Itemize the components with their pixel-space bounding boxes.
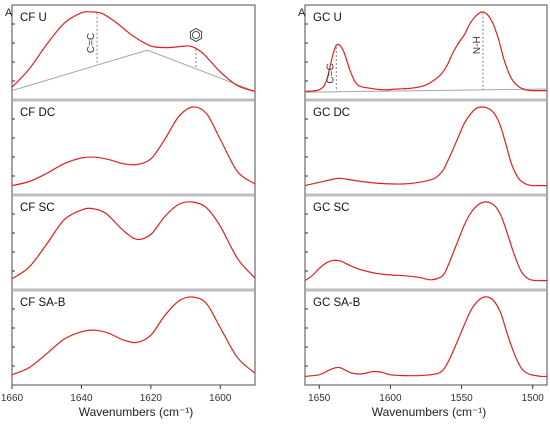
cf-sc-panel-label: CF SC bbox=[20, 202, 55, 214]
left-x-tick-label-1640: 1640 bbox=[70, 393, 93, 404]
cf-sc-spectrum-line bbox=[11, 201, 256, 280]
n-h-annotation: N-H bbox=[472, 36, 483, 54]
left-y-axis-label: A bbox=[5, 7, 13, 19]
gc-dc-panel-label: GC DC bbox=[313, 107, 350, 119]
gc-sc-spectrum-line bbox=[304, 201, 547, 282]
left-plot-frame bbox=[11, 4, 256, 386]
gc-u-baseline bbox=[304, 88, 548, 93]
gc-sc-panel-label: GC SC bbox=[313, 202, 349, 214]
c-c-annotation: C=C bbox=[86, 33, 97, 53]
cf-u-baseline bbox=[11, 49, 256, 92]
gc-dc-spectrum-line bbox=[304, 106, 547, 187]
left-x-tick-label-1620: 1620 bbox=[140, 393, 163, 404]
right-x-tick-label-1550: 1550 bbox=[450, 393, 473, 404]
left-x-tick-label-1600: 1600 bbox=[209, 393, 232, 404]
cf-dc-spectrum-line bbox=[11, 106, 256, 187]
gc-sa-b-panel-label: GC SA-B bbox=[313, 297, 361, 309]
right-y-axis-label: A bbox=[298, 7, 306, 19]
right-x-axis-label: Wavenumbers (cm⁻¹) bbox=[372, 405, 487, 419]
cf-u-panel-label: CF U bbox=[20, 12, 47, 24]
c-c-annotation: C=C bbox=[325, 63, 336, 83]
left-x-axis-label: Wavenumbers (cm⁻¹) bbox=[79, 405, 194, 419]
gc-u-panel-label: GC U bbox=[313, 12, 342, 24]
benzene-ring-icon-inner-ring bbox=[191, 30, 201, 40]
right-x-tick-label-1600: 1600 bbox=[379, 393, 402, 404]
gc-sa-b-spectrum-line bbox=[304, 296, 548, 378]
right-x-tick-label-1650: 1650 bbox=[308, 393, 331, 404]
cf-dc-panel-label: CF DC bbox=[20, 107, 55, 119]
cf-sa-b-spectrum-line bbox=[11, 296, 256, 376]
gc-u-spectrum-line bbox=[304, 11, 547, 92]
left-x-tick-label-1660: 1660 bbox=[1, 393, 24, 404]
cf-u-spectrum-line bbox=[11, 11, 256, 92]
right-x-tick-label-1500: 1500 bbox=[522, 393, 545, 404]
cf-sa-b-panel-label: CF SA-B bbox=[20, 297, 66, 309]
right-plot-frame bbox=[304, 4, 548, 386]
benzene-ring-icon bbox=[189, 27, 203, 43]
